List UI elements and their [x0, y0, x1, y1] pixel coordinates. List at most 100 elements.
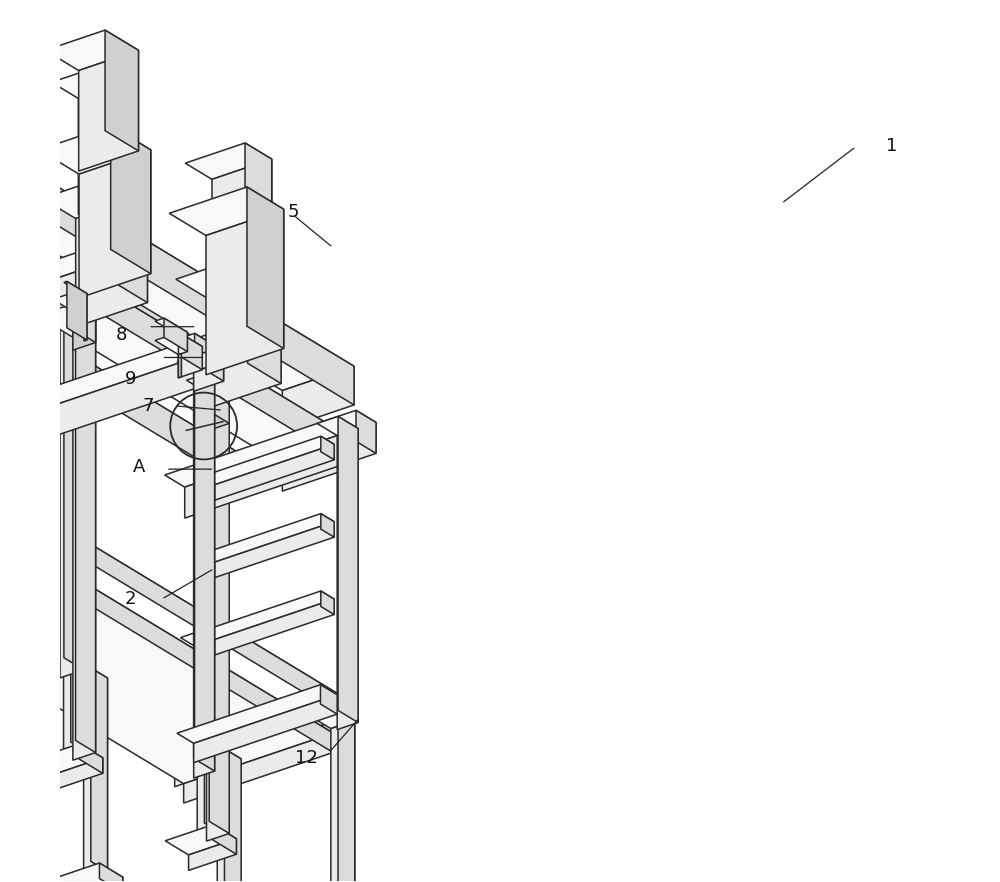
Text: 8: 8 [116, 326, 128, 345]
Polygon shape [76, 194, 147, 327]
Polygon shape [79, 744, 103, 774]
Text: 2: 2 [125, 590, 136, 609]
Polygon shape [40, 256, 84, 275]
Polygon shape [32, 744, 103, 774]
Polygon shape [0, 342, 202, 766]
Polygon shape [0, 0, 5, 90]
Polygon shape [0, 0, 4, 18]
Polygon shape [0, 0, 237, 383]
Polygon shape [338, 710, 355, 882]
Polygon shape [212, 159, 272, 295]
Polygon shape [45, 30, 138, 71]
Polygon shape [215, 445, 334, 500]
Polygon shape [99, 863, 123, 882]
Polygon shape [337, 429, 358, 729]
Polygon shape [178, 354, 181, 377]
Polygon shape [174, 336, 218, 356]
Polygon shape [177, 684, 337, 744]
Text: 1: 1 [886, 138, 897, 155]
Polygon shape [71, 549, 87, 752]
Polygon shape [76, 292, 96, 752]
Polygon shape [165, 825, 236, 855]
Polygon shape [175, 714, 354, 787]
Polygon shape [0, 329, 333, 784]
Polygon shape [194, 348, 218, 759]
Polygon shape [0, 261, 109, 356]
Polygon shape [67, 668, 108, 686]
Polygon shape [84, 294, 87, 341]
Polygon shape [0, 249, 109, 325]
Polygon shape [114, 174, 147, 303]
Polygon shape [178, 347, 202, 377]
Polygon shape [209, 372, 229, 423]
Polygon shape [64, 281, 87, 295]
Polygon shape [79, 150, 151, 298]
Polygon shape [164, 318, 187, 352]
Polygon shape [155, 318, 187, 335]
Polygon shape [60, 267, 84, 678]
Polygon shape [0, 45, 17, 193]
Polygon shape [207, 385, 229, 431]
Polygon shape [105, 30, 138, 151]
Polygon shape [209, 275, 281, 407]
Polygon shape [186, 372, 229, 392]
Polygon shape [76, 292, 96, 342]
Polygon shape [198, 336, 218, 751]
Text: 12: 12 [295, 749, 318, 766]
Polygon shape [155, 702, 354, 775]
Polygon shape [51, 341, 242, 437]
Polygon shape [201, 591, 334, 639]
Polygon shape [338, 416, 358, 722]
Polygon shape [0, 0, 354, 391]
Polygon shape [0, 45, 17, 93]
Polygon shape [0, 0, 4, 114]
Polygon shape [320, 684, 337, 714]
Polygon shape [0, 0, 237, 370]
Polygon shape [194, 362, 224, 392]
Polygon shape [78, 78, 138, 214]
Text: 5: 5 [288, 204, 299, 221]
Polygon shape [317, 416, 358, 436]
Polygon shape [0, 0, 4, 134]
Polygon shape [39, 125, 151, 174]
Polygon shape [201, 513, 334, 562]
Polygon shape [0, 329, 333, 752]
Polygon shape [208, 359, 237, 392]
Polygon shape [327, 699, 345, 723]
Polygon shape [178, 333, 187, 355]
Polygon shape [64, 256, 84, 669]
Polygon shape [0, 93, 14, 221]
Polygon shape [84, 678, 108, 879]
Polygon shape [185, 422, 376, 518]
Polygon shape [177, 352, 224, 372]
Polygon shape [79, 50, 138, 171]
Polygon shape [248, 255, 281, 384]
Polygon shape [331, 721, 355, 882]
Polygon shape [0, 93, 14, 138]
Polygon shape [111, 62, 138, 194]
Polygon shape [89, 249, 109, 292]
Polygon shape [201, 749, 241, 767]
Polygon shape [194, 346, 215, 778]
Polygon shape [174, 333, 215, 353]
Polygon shape [213, 825, 236, 855]
Polygon shape [0, 0, 5, 70]
Polygon shape [206, 209, 284, 375]
Polygon shape [247, 187, 284, 348]
Text: 7: 7 [143, 397, 154, 415]
Polygon shape [189, 839, 236, 871]
Polygon shape [0, 48, 237, 483]
Polygon shape [53, 292, 96, 311]
Polygon shape [165, 410, 376, 487]
Polygon shape [185, 143, 272, 179]
Polygon shape [282, 366, 354, 430]
Text: 9: 9 [125, 370, 136, 388]
Polygon shape [176, 255, 281, 300]
Polygon shape [334, 702, 354, 726]
Polygon shape [180, 630, 221, 647]
Polygon shape [207, 352, 224, 381]
Polygon shape [55, 758, 103, 789]
Polygon shape [184, 747, 202, 772]
Polygon shape [0, 35, 354, 467]
Polygon shape [215, 599, 334, 655]
